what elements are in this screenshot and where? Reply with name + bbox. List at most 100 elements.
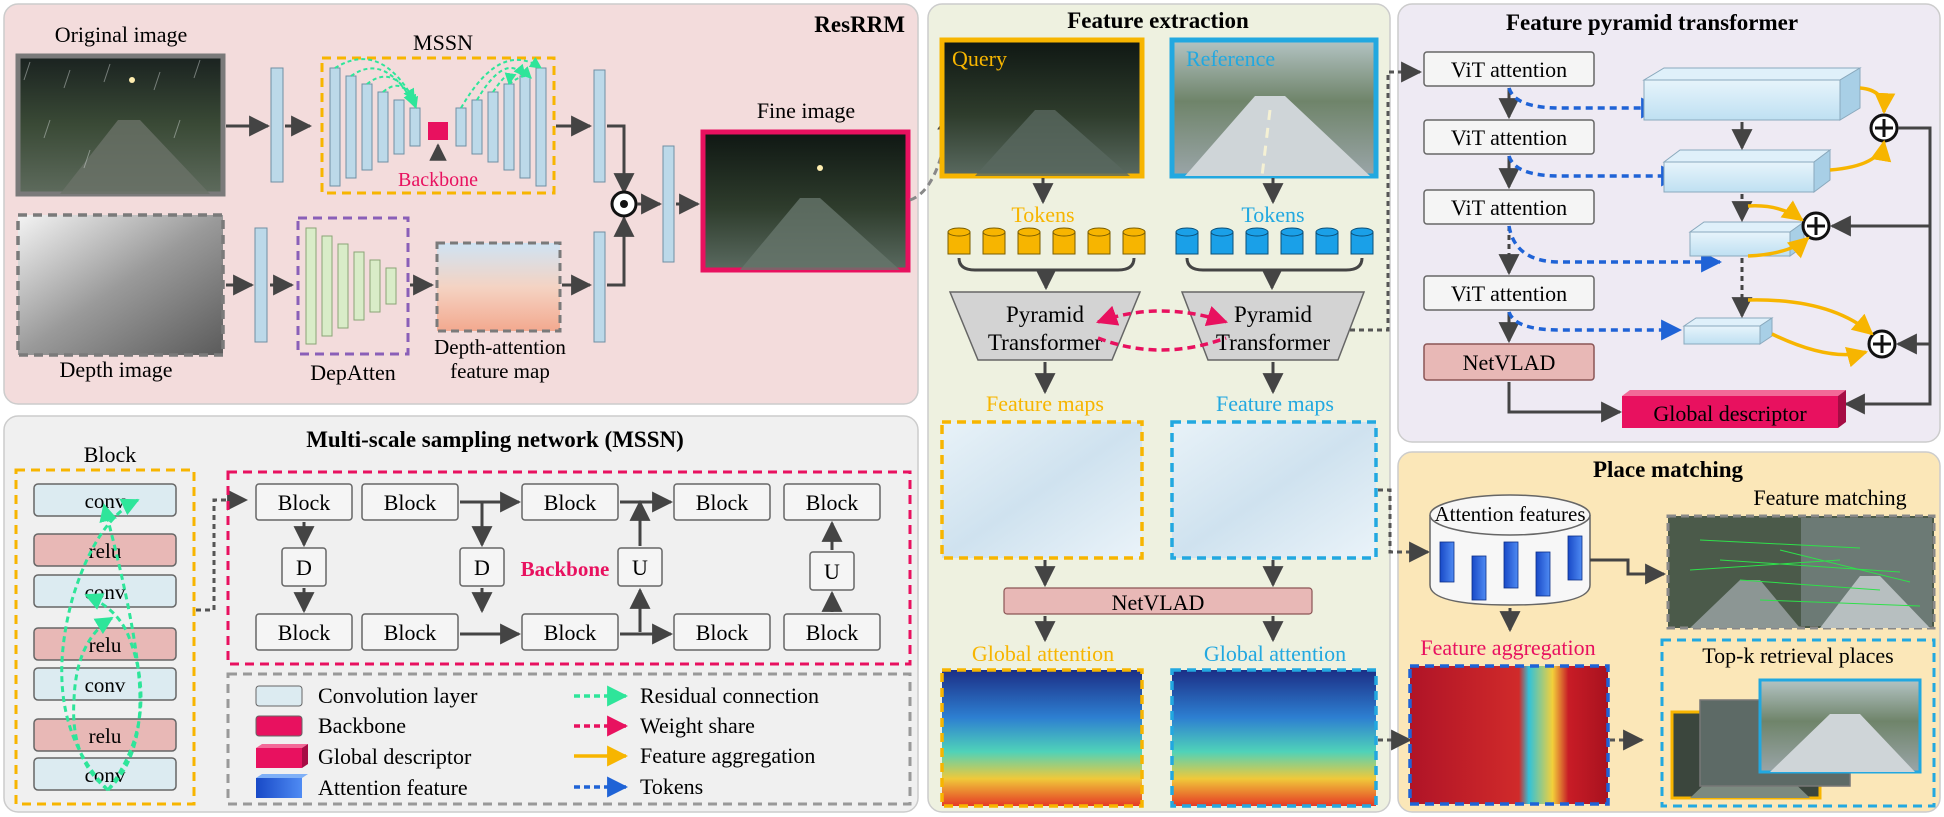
legend: Convolution layer Backbone Global descri… [255, 683, 819, 800]
block-b5: Block [806, 620, 859, 645]
query-tokens-label: Tokens [1011, 202, 1074, 227]
layer-relu-3: relu [89, 724, 122, 748]
fine-conv-layer [662, 145, 675, 263]
mssn-box [320, 56, 556, 195]
vit-attention-1: ViT attention [1423, 51, 1595, 87]
mssn-panel-title: Multi-scale sampling network (MSSN) [306, 427, 684, 452]
legend-residual: Residual connection [640, 683, 819, 708]
depatten-label: DepAtten [310, 360, 396, 385]
reference-image [1169, 37, 1379, 179]
global-attention-q-label: Global attention [972, 641, 1114, 666]
feature-aggregation-map [1408, 664, 1610, 806]
feature-maps-r-label: Feature maps [1216, 391, 1334, 416]
backbone-block [428, 122, 448, 140]
fine-image [700, 129, 911, 273]
vit-attention-4: ViT attention [1423, 275, 1595, 311]
depth-conv-layer [254, 227, 268, 343]
arrow-attention-to-matching [1590, 558, 1667, 585]
fpt-netvlad: NetVLAD [1423, 343, 1595, 381]
fpt-title: Feature pyramid transformer [1506, 10, 1798, 35]
vit-attention-2: ViT attention [1423, 119, 1595, 155]
mssn-label: MSSN [413, 30, 473, 55]
block-b1: Block [278, 620, 331, 645]
pyramid-r-line1: Pyramid [1234, 302, 1312, 327]
depth-image [16, 213, 225, 357]
topk-label: Top-k retrieval places [1702, 643, 1893, 668]
up-1: U [632, 555, 648, 580]
vit-attention-4-label: ViT attention [1451, 281, 1567, 306]
mssn-out-conv [593, 69, 606, 183]
feature-maps-q-label: Feature maps [986, 391, 1104, 416]
arrow-to-product-top [607, 124, 635, 195]
pyramid-q-line2: Transformer [988, 330, 1102, 355]
reference-label: Reference [1186, 46, 1275, 71]
feature-aggregation-label: Feature aggregation [1420, 635, 1595, 660]
feature-map-reference [1170, 420, 1378, 560]
vit-attention-3: ViT attention [1423, 189, 1595, 225]
down-2: D [474, 555, 490, 580]
backbone-top-row: Block Block Block Block Block [255, 483, 881, 521]
vit-attention-2-label: ViT attention [1451, 125, 1567, 150]
global-descriptor: Global descriptor [1622, 390, 1846, 428]
original-image [15, 53, 226, 197]
feature-extraction-title: Feature extraction [1067, 8, 1249, 33]
legend-global-descriptor-swatch [256, 744, 308, 768]
block-detail-layers: conv relu conv relu conv relu conv [33, 483, 177, 791]
fpt-slab-1 [1642, 67, 1862, 121]
backbone-detail-box [226, 470, 912, 666]
backbone-bottom-row: Block Block Block Block Block [255, 613, 881, 651]
attention-features-cylinder: Attention features [1429, 494, 1591, 606]
topk-box [1660, 638, 1936, 808]
resrrm-title: ResRRM [814, 12, 905, 37]
layer-conv-2: conv [85, 580, 126, 604]
block-t5: Block [806, 490, 859, 515]
backbone-label: Backbone [398, 169, 478, 191]
depth-attention-map [435, 241, 562, 333]
netvlad-label: NetVLAD [1112, 590, 1205, 615]
fpt-aggregation-arrows [1747, 86, 1896, 368]
conv-layer [270, 67, 284, 183]
global-descriptor-label: Global descriptor [1653, 401, 1807, 426]
fpt-plus-3 [1867, 329, 1897, 359]
legend-conv-layer: Convolution layer [318, 683, 478, 708]
vit-attention-3-label: ViT attention [1451, 195, 1567, 220]
arrow-to-product-bottom [607, 215, 635, 287]
block-detail-label: Block [84, 442, 137, 467]
down-1: D [296, 555, 312, 580]
feature-matching-image [1666, 514, 1936, 630]
place-matching-title: Place matching [1593, 457, 1744, 482]
depth-image-label: Depth image [59, 357, 172, 382]
global-attention-r-label: Global attention [1204, 641, 1346, 666]
global-attention-reference [1170, 668, 1378, 808]
query-image [939, 37, 1145, 179]
block-t2: Block [384, 490, 437, 515]
block-b3: Block [544, 620, 597, 645]
legend-weight-share: Weight share [640, 713, 755, 738]
ref-tokens-label: Tokens [1241, 202, 1304, 227]
fpt-netvlad-label: NetVLAD [1463, 350, 1556, 375]
legend-backbone: Backbone [318, 713, 406, 738]
dafm-label-line1: Depth-attention [434, 335, 566, 359]
depatten-layers [305, 227, 397, 345]
legend-attention-swatch [256, 774, 308, 798]
query-label: Query [952, 46, 1007, 71]
global-attention-query [940, 668, 1144, 808]
layer-relu-2: relu [89, 633, 122, 657]
fpt-slab-4 [1682, 317, 1774, 345]
arrow-fmap-to-attention [1378, 488, 1431, 563]
dot-product-icon [610, 190, 638, 218]
fpt-token-arrows [1507, 87, 1723, 341]
block-b2: Block [384, 620, 437, 645]
original-image-label: Original image [55, 22, 188, 47]
legend-global-descriptor: Global descriptor [318, 744, 472, 769]
up-2: U [824, 559, 840, 584]
fine-image-label: Fine image [757, 98, 855, 123]
fpt-output-lines [1507, 126, 1932, 423]
map-conv-layer [593, 231, 606, 343]
block-detail-box [14, 468, 196, 806]
depatten-box [296, 216, 410, 356]
backbone-arrows [293, 491, 843, 645]
mssn-residual-connections [334, 56, 542, 110]
